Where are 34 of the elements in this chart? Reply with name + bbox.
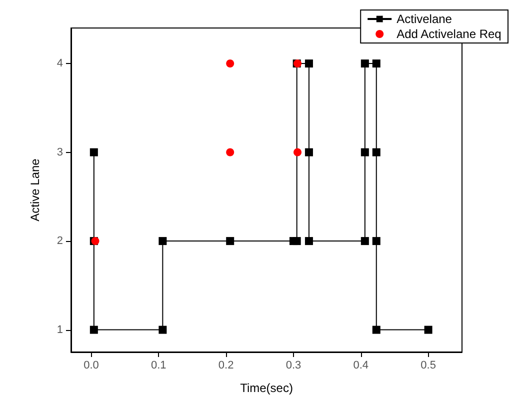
legend-label: Activelane — [396, 12, 452, 26]
point — [226, 60, 234, 68]
y-tick-label: 4 — [56, 58, 63, 70]
point — [158, 326, 167, 334]
point — [294, 148, 302, 156]
point — [158, 237, 167, 246]
y-tick-label: 3 — [56, 146, 63, 158]
point — [226, 237, 234, 246]
x-tick-label: 0.0 — [84, 360, 99, 372]
legend-label: Add Activelane Req — [396, 27, 502, 41]
x-tick-label: 0.2 — [218, 360, 234, 372]
point — [90, 148, 98, 156]
x-tick-label: 0.3 — [286, 360, 302, 372]
x-tick-label: 0.5 — [420, 360, 436, 372]
y-axis-title: Active Lane — [28, 158, 42, 222]
x-tick-label: 0.1 — [150, 360, 166, 372]
x-tick-label: 0.4 — [353, 360, 369, 372]
point — [424, 326, 432, 334]
point — [372, 60, 380, 68]
y-tick-label: 1 — [56, 324, 63, 336]
x-axis-title: Time(sec) — [240, 381, 293, 395]
y-tick-label: 2 — [56, 235, 63, 248]
point — [360, 60, 369, 68]
point — [304, 60, 313, 68]
point — [90, 326, 98, 334]
point — [372, 326, 380, 334]
point — [292, 237, 301, 246]
point — [360, 237, 369, 246]
point — [372, 148, 380, 156]
point — [372, 237, 380, 246]
point — [304, 237, 313, 246]
point — [304, 148, 313, 156]
point — [360, 148, 369, 156]
point — [226, 148, 234, 156]
